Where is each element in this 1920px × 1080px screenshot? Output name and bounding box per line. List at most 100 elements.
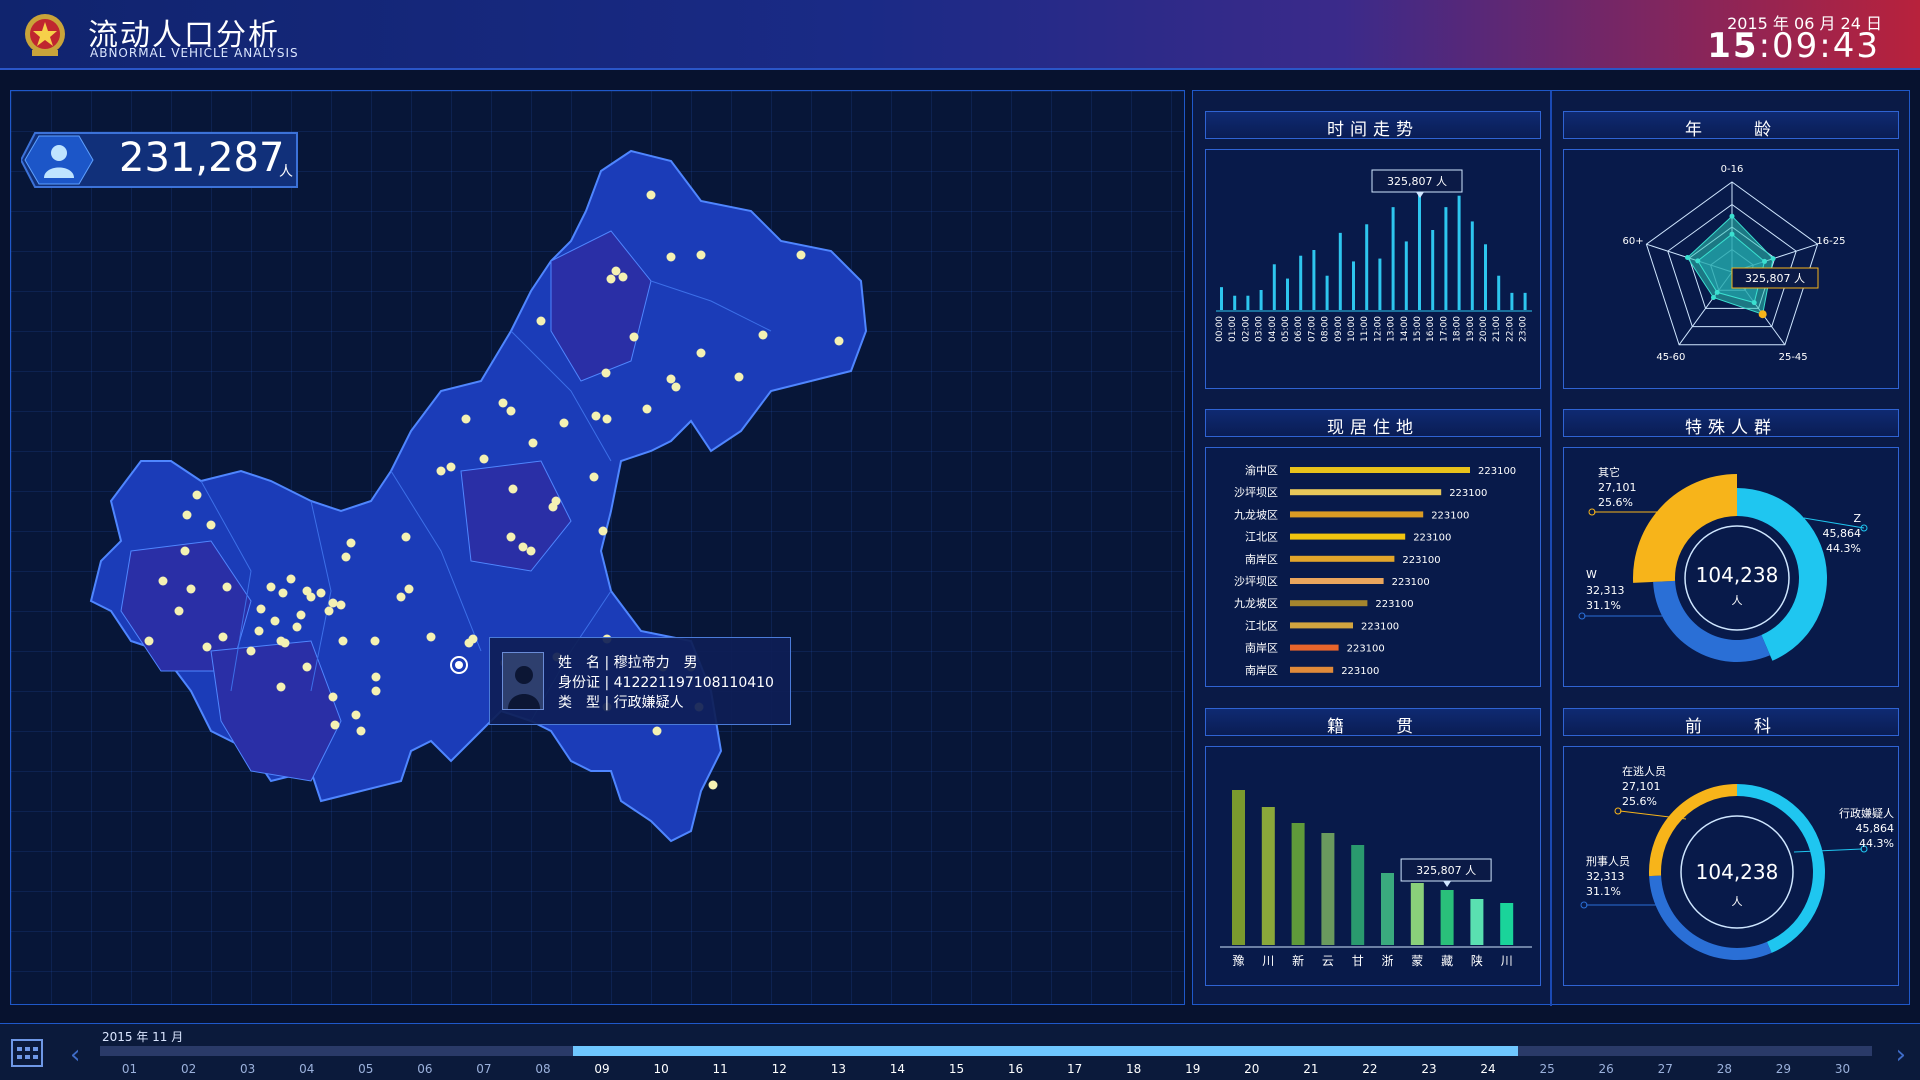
- map-marker-dot: [180, 546, 190, 556]
- radar-point: [1751, 300, 1757, 306]
- map-marker-dot: [276, 682, 286, 692]
- trend-tick-label: 11:00: [1360, 316, 1370, 342]
- trend-tick-label: 07:00: [1307, 316, 1317, 342]
- map-marker-dot: [371, 686, 381, 696]
- calendar-icon[interactable]: [10, 1036, 44, 1068]
- timeline-day[interactable]: 27: [1657, 1062, 1673, 1076]
- timeline-day[interactable]: 06: [417, 1062, 433, 1076]
- timeline-day[interactable]: 02: [180, 1062, 197, 1076]
- trend-tick-label: 04:00: [1268, 316, 1278, 342]
- timeline-day[interactable]: 08: [535, 1062, 551, 1076]
- residence-category-label: 渝中区: [1245, 463, 1278, 477]
- residence-bar: [1290, 644, 1339, 651]
- timeline-day[interactable]: 15: [948, 1062, 965, 1076]
- timeline-day[interactable]: 13: [830, 1062, 846, 1076]
- timeline-day[interactable]: 29: [1775, 1062, 1792, 1076]
- record-a-value: 45,864: [1856, 822, 1895, 835]
- map-marker-dot: [652, 726, 662, 736]
- trend-bar: [1365, 224, 1369, 310]
- trend-tick-label: 18:00: [1453, 316, 1463, 342]
- trend-bar: [1325, 275, 1329, 310]
- trend-bar: [1484, 244, 1487, 310]
- residence-value-label: 223100: [1375, 599, 1413, 610]
- timeline-day[interactable]: 28: [1716, 1062, 1732, 1076]
- map-marker-dot: [202, 642, 212, 652]
- timeline-day[interactable]: 26: [1598, 1062, 1614, 1076]
- selected-marker[interactable]: [450, 656, 468, 674]
- radar-point: [1695, 258, 1701, 264]
- page-title: 流动人口分析: [88, 18, 280, 53]
- trend-bar: [1444, 207, 1448, 310]
- timeline-day[interactable]: 07: [476, 1062, 492, 1076]
- map-marker-dot: [144, 636, 154, 646]
- radar-point: [1710, 294, 1716, 300]
- trend-tick-label: 06:00: [1294, 316, 1304, 342]
- timeline-day[interactable]: 11: [712, 1062, 728, 1076]
- radar-point: [1714, 289, 1720, 295]
- timeline-day[interactable]: 16: [1007, 1062, 1024, 1076]
- trend-bar: [1431, 230, 1435, 310]
- timeline-selected-range[interactable]: [572, 1046, 1518, 1056]
- timeline-day[interactable]: 14: [889, 1062, 906, 1076]
- trend-bar: [1404, 241, 1408, 310]
- map-marker-dot: [306, 592, 316, 602]
- map-marker-dot: [436, 466, 446, 476]
- residence-bar: [1290, 533, 1406, 540]
- map-marker-dot: [506, 532, 516, 542]
- residence-bar: [1290, 578, 1384, 584]
- chevron-right-icon[interactable]: ›: [1895, 1040, 1906, 1070]
- map-region-district: [210, 640, 342, 782]
- residence-category-label: 南岸区: [1245, 642, 1278, 655]
- map-marker-dot: [371, 672, 381, 682]
- record-donut-chart: 104,238 人 行政嫌疑人 45,864 44.3% 刑事人员 32,313…: [1563, 746, 1899, 986]
- timeline-day[interactable]: 21: [1303, 1062, 1319, 1076]
- region-map[interactable]: [11, 91, 1186, 1006]
- map-marker-dot: [589, 472, 599, 482]
- timeline-day[interactable]: 18: [1126, 1062, 1142, 1076]
- residence-category-label: 江北区: [1245, 531, 1278, 544]
- record-b-value: 32,313: [1586, 870, 1625, 883]
- native-category-label: 云: [1322, 954, 1334, 968]
- record-center-unit: 人: [1732, 895, 1743, 908]
- timeline-day[interactable]: 25: [1539, 1062, 1555, 1076]
- timeline-day[interactable]: 03: [240, 1062, 256, 1076]
- record-c-value: 27,101: [1622, 780, 1661, 793]
- total-count-value: 231,287: [119, 135, 285, 181]
- timeline-day[interactable]: 10: [653, 1062, 669, 1076]
- native-category-label: 陕: [1471, 953, 1483, 968]
- trend-tick-label: 14:00: [1400, 316, 1410, 342]
- map-marker-dot: [696, 348, 706, 358]
- trend-tick-label: 02:00: [1241, 316, 1251, 342]
- map-marker-dot: [341, 552, 351, 562]
- timeline-day[interactable]: 17: [1066, 1062, 1083, 1076]
- timeline-month: 2015 年 11 月: [102, 1030, 184, 1044]
- timeline-day[interactable]: 30: [1834, 1062, 1851, 1076]
- time-hour: 15: [1707, 26, 1759, 66]
- residence-category-label: 南岸区: [1245, 664, 1278, 677]
- timeline-day[interactable]: 04: [299, 1062, 315, 1076]
- timeline-day[interactable]: 24: [1480, 1062, 1496, 1076]
- trend-tick-label: 23:00: [1519, 316, 1529, 342]
- other-pct: 25.6%: [1598, 496, 1633, 509]
- radar-point: [1770, 256, 1776, 262]
- timeline-day[interactable]: 22: [1362, 1062, 1378, 1076]
- map-marker-dot: [206, 520, 216, 530]
- person-photo: [502, 652, 544, 710]
- record-donut-svg: 104,238 人 行政嫌疑人 45,864 44.3% 刑事人员 32,313…: [1580, 765, 1895, 960]
- timeline-day[interactable]: 20: [1244, 1062, 1260, 1076]
- donut-slice: [1633, 474, 1737, 583]
- time-trend-svg: 00:00 01:00 02:00 03:00 04:00 05:00 06:00 07:00…: [1215, 169, 1532, 342]
- timeline-day[interactable]: 23: [1421, 1062, 1437, 1076]
- timeline-day[interactable]: 09: [594, 1062, 610, 1076]
- native-category-label: 蒙: [1411, 954, 1423, 968]
- timeline-day[interactable]: 01: [121, 1062, 138, 1076]
- timeline-day[interactable]: 19: [1185, 1062, 1201, 1076]
- chevron-left-icon[interactable]: ‹: [70, 1040, 81, 1070]
- timeline-day[interactable]: 05: [358, 1062, 374, 1076]
- map-marker-dot: [796, 250, 806, 260]
- special-center-value: 104,238: [1696, 563, 1779, 587]
- residence-bar: [1290, 489, 1442, 496]
- map-regions: [89, 149, 868, 843]
- map-marker-dot: [254, 626, 264, 636]
- timeline-day[interactable]: 12: [771, 1062, 787, 1076]
